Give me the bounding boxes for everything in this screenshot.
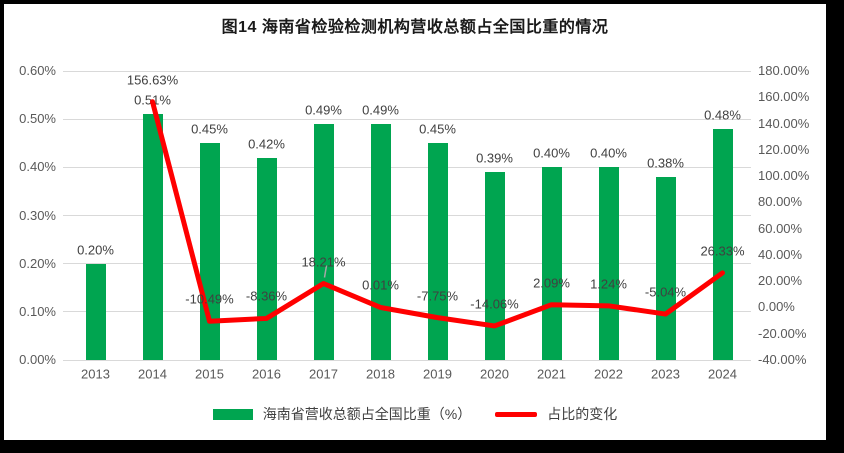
- line-value-label: -10.49%: [185, 291, 234, 307]
- bar: [370, 123, 391, 360]
- bar-value-label: 0.39%: [476, 150, 513, 166]
- y-axis-right-tick-label: 120.00%: [758, 141, 810, 157]
- gridline: [63, 263, 751, 265]
- line-value-label: -8.36%: [245, 288, 288, 304]
- bar: [256, 157, 277, 360]
- x-axis-tick-label: 2017: [309, 366, 338, 382]
- line-value-label: -14.06%: [470, 296, 519, 312]
- bar-value-label: 0.40%: [533, 145, 570, 161]
- bar-value-label: 0.42%: [248, 136, 285, 152]
- y-axis-right-tick-label: 100.00%: [758, 168, 810, 184]
- bar: [199, 143, 220, 360]
- bar-value-label: 0.48%: [704, 107, 741, 123]
- y-axis-right-tick-label: 140.00%: [758, 115, 810, 131]
- bar: [484, 172, 505, 360]
- legend-bar-label: 海南省营收总额占全国比重（%）: [262, 406, 472, 422]
- y-axis-right-tick-label: 40.00%: [758, 246, 803, 262]
- bar-value-label: 0.45%: [419, 121, 456, 137]
- y-axis-right-tick-label: 60.00%: [758, 220, 803, 236]
- line-value-label: 1.24%: [590, 276, 627, 292]
- bar: [598, 167, 619, 360]
- x-axis-tick-label: 2021: [537, 366, 566, 382]
- y-axis-left-tick-label: 0.60%: [19, 63, 56, 78]
- legend-line-swatch-icon: [495, 411, 538, 417]
- x-axis-tick-label: 2018: [366, 366, 395, 382]
- line-value-label: 18.21%: [301, 254, 346, 270]
- bar: [655, 176, 676, 360]
- line-value-label: 2.09%: [533, 275, 570, 291]
- y-axis-left-tick-label: 0.00%: [19, 352, 56, 367]
- line-value-label: -5.04%: [644, 284, 687, 300]
- x-axis-tick-label: 2022: [594, 366, 623, 382]
- x-axis-tick-label: 2024: [708, 366, 737, 382]
- bar-value-label: 0.20%: [77, 242, 114, 258]
- bar-value-label: 0.40%: [590, 145, 627, 161]
- bar: [85, 263, 106, 360]
- chart-title: 图14 海南省检验检测机构营收总额占全国比重的情况: [221, 19, 609, 36]
- x-axis-tick-label: 2013: [81, 366, 110, 382]
- y-axis-left-tick-label: 0.40%: [19, 159, 56, 175]
- y-axis-right-tick-label: 80.00%: [758, 194, 803, 210]
- legend: 海南省营收总额占全国比重（%） 占比的变化: [4, 404, 826, 424]
- x-axis-tick-label: 2019: [423, 366, 452, 382]
- line-value-label: -7.75%: [416, 288, 459, 304]
- legend-line-label: 占比的变化: [547, 406, 618, 422]
- y-axis-left-tick-label: 0.10%: [19, 303, 56, 319]
- x-axis-tick-label: 2014: [138, 366, 167, 382]
- gridline: [63, 118, 751, 120]
- y-axis-left-tick-label: 0.20%: [19, 255, 56, 271]
- line-value-label: 156.63%: [126, 72, 179, 88]
- x-axis-tick-label: 2020: [480, 366, 509, 382]
- bar-value-label: 0.49%: [362, 102, 399, 118]
- gridline: [63, 70, 751, 72]
- legend-bar-swatch-icon: [212, 408, 253, 420]
- x-axis-tick-label: 2023: [651, 366, 680, 382]
- line-value-label: 26.33%: [700, 243, 745, 259]
- y-axis-right-tick-label: -40.00%: [758, 352, 807, 367]
- bar: [142, 114, 163, 360]
- bar-value-label: 0.51%: [134, 92, 171, 108]
- bar-value-label: 0.45%: [191, 121, 228, 137]
- gridline: [63, 311, 751, 313]
- y-axis-right-tick-label: 160.00%: [758, 89, 810, 105]
- bar: [427, 143, 448, 360]
- x-axis-tick-label: 2015: [195, 366, 224, 382]
- bar-value-label: 0.49%: [305, 102, 342, 118]
- x-axis-tick-label: 2016: [252, 366, 281, 382]
- y-axis-right-tick-label: 0.00%: [758, 299, 795, 315]
- gridline: [63, 359, 751, 361]
- y-axis-right-tick-label: 20.00%: [758, 273, 803, 289]
- bar-value-label: 0.38%: [647, 155, 684, 171]
- gridline: [63, 215, 751, 216]
- bar: [541, 167, 562, 360]
- y-axis-left-tick-label: 0.50%: [19, 111, 56, 127]
- line-value-label: 0.01%: [362, 277, 399, 293]
- y-axis-right-tick-label: 180.00%: [758, 63, 810, 78]
- y-axis-right-tick-label: -20.00%: [758, 325, 807, 341]
- bar: [313, 123, 334, 360]
- y-axis-left-tick-label: 0.30%: [19, 207, 56, 223]
